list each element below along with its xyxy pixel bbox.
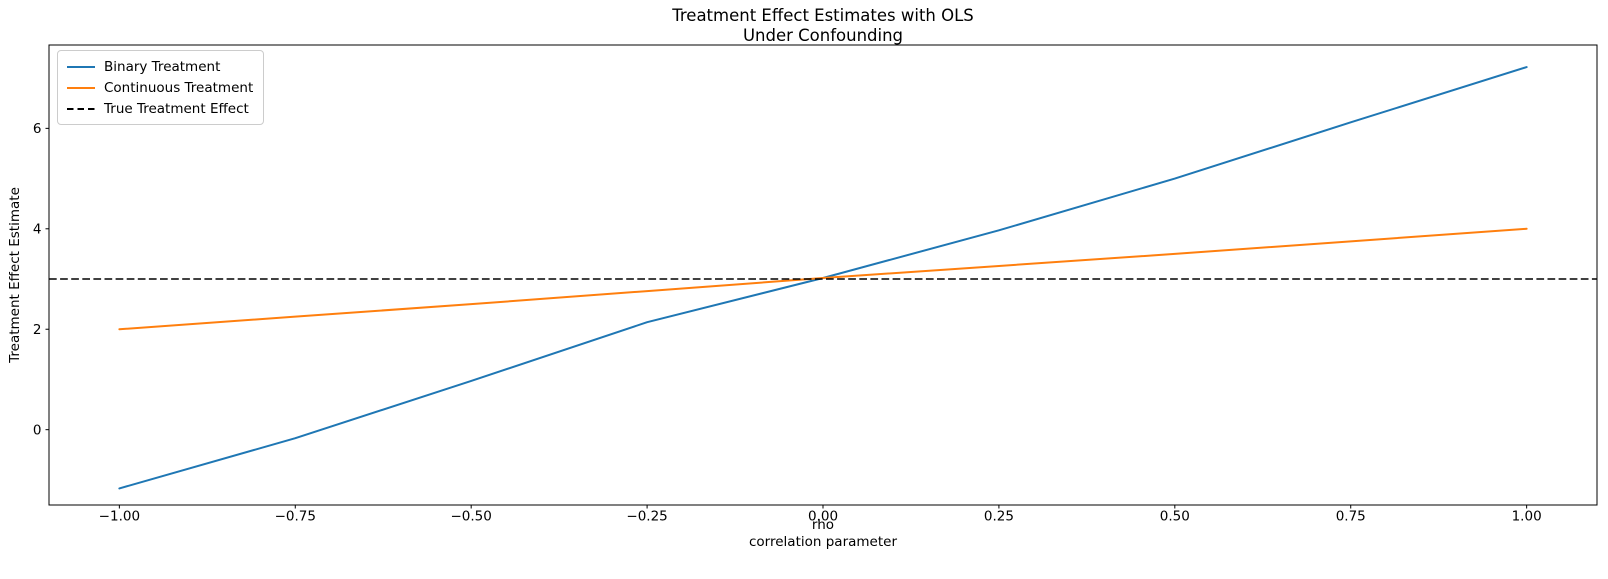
chart-title: Treatment Effect Estimates with OLS Unde… <box>672 6 974 46</box>
x-axis-label-line2: correlation parameter <box>749 533 897 550</box>
y-axis-label: Treatment Effect Estimate <box>7 187 23 363</box>
x-axis-label-line1: rho <box>811 517 835 533</box>
y-tick-label: 2 <box>33 322 42 338</box>
x-tick-label: −0.75 <box>275 509 316 525</box>
y-tick-label: 6 <box>33 121 42 137</box>
x-tick-label: −0.25 <box>626 509 667 525</box>
legend-label: Binary Treatment <box>104 58 221 75</box>
chart-title-line2: Under Confounding <box>742 26 904 45</box>
legend-label: Continuous Treatment <box>104 79 254 96</box>
x-tick-label: −0.50 <box>450 509 491 525</box>
series-line-continuous-treatment <box>118 227 1528 331</box>
legend-line-swatch <box>67 86 95 89</box>
axes-spines <box>48 44 1598 506</box>
x-tick-label: 0.00 <box>808 509 838 525</box>
x-tick-label: 0.75 <box>1336 509 1366 525</box>
x-tick-label: 1.00 <box>1512 509 1542 525</box>
y-tick-label: 0 <box>33 422 42 438</box>
x-tick-label: −1.00 <box>99 509 140 525</box>
legend-entry: True Treatment Effect <box>67 99 253 118</box>
legend-line-swatch <box>67 65 95 68</box>
legend: Binary Treatment Continuous Treatment True… <box>57 50 265 125</box>
legend-label: True Treatment Effect <box>104 100 249 117</box>
x-tick-label: 0.25 <box>984 509 1014 525</box>
x-axis-label: rho correlation parameter <box>749 517 897 550</box>
legend-line-swatch <box>67 107 95 110</box>
chart-title-line1: Treatment Effect Estimates with OLS <box>672 6 974 25</box>
legend-entry: Binary Treatment <box>67 57 253 76</box>
legend-entry: Continuous Treatment <box>67 78 253 97</box>
x-tick-label: 0.50 <box>1160 509 1190 525</box>
y-tick-label: 4 <box>33 222 42 238</box>
